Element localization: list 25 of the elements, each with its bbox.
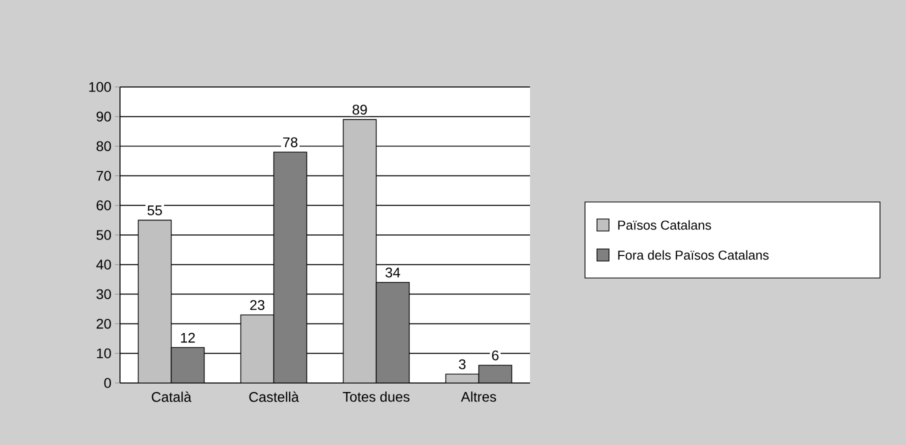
legend-label: Fora dels Països Catalans (618, 250, 769, 260)
y-tick-label: 70 (96, 170, 111, 181)
data-label: 12 (181, 332, 195, 343)
data-label: 23 (250, 300, 264, 310)
data-label: 3 (458, 359, 466, 370)
y-tick-label: 30 (96, 289, 111, 300)
y-tick-label: 40 (96, 260, 111, 270)
data-label: 78 (283, 137, 298, 148)
y-tick-label: 10 (97, 348, 111, 358)
y-tick-label: 50 (96, 230, 111, 240)
data-label: 89 (352, 104, 367, 115)
y-tick-label: 60 (96, 200, 111, 210)
y-tick-label: 100 (89, 82, 111, 92)
data-label: 55 (148, 206, 162, 216)
data-label: 6 (492, 350, 499, 360)
x-tick-label: Castellà (249, 391, 299, 402)
legend-label: Països Catalans (618, 220, 712, 230)
x-tick-label: Català (152, 391, 192, 402)
y-tick-label: 0 (104, 378, 111, 388)
data-label: 34 (386, 268, 400, 278)
x-tick-label: Totes dues (342, 392, 410, 402)
y-tick-label: 90 (96, 112, 111, 122)
y-tick-label: 80 (96, 141, 111, 152)
y-tick-label: 20 (96, 318, 111, 329)
x-tick-label: Altres (460, 392, 496, 402)
